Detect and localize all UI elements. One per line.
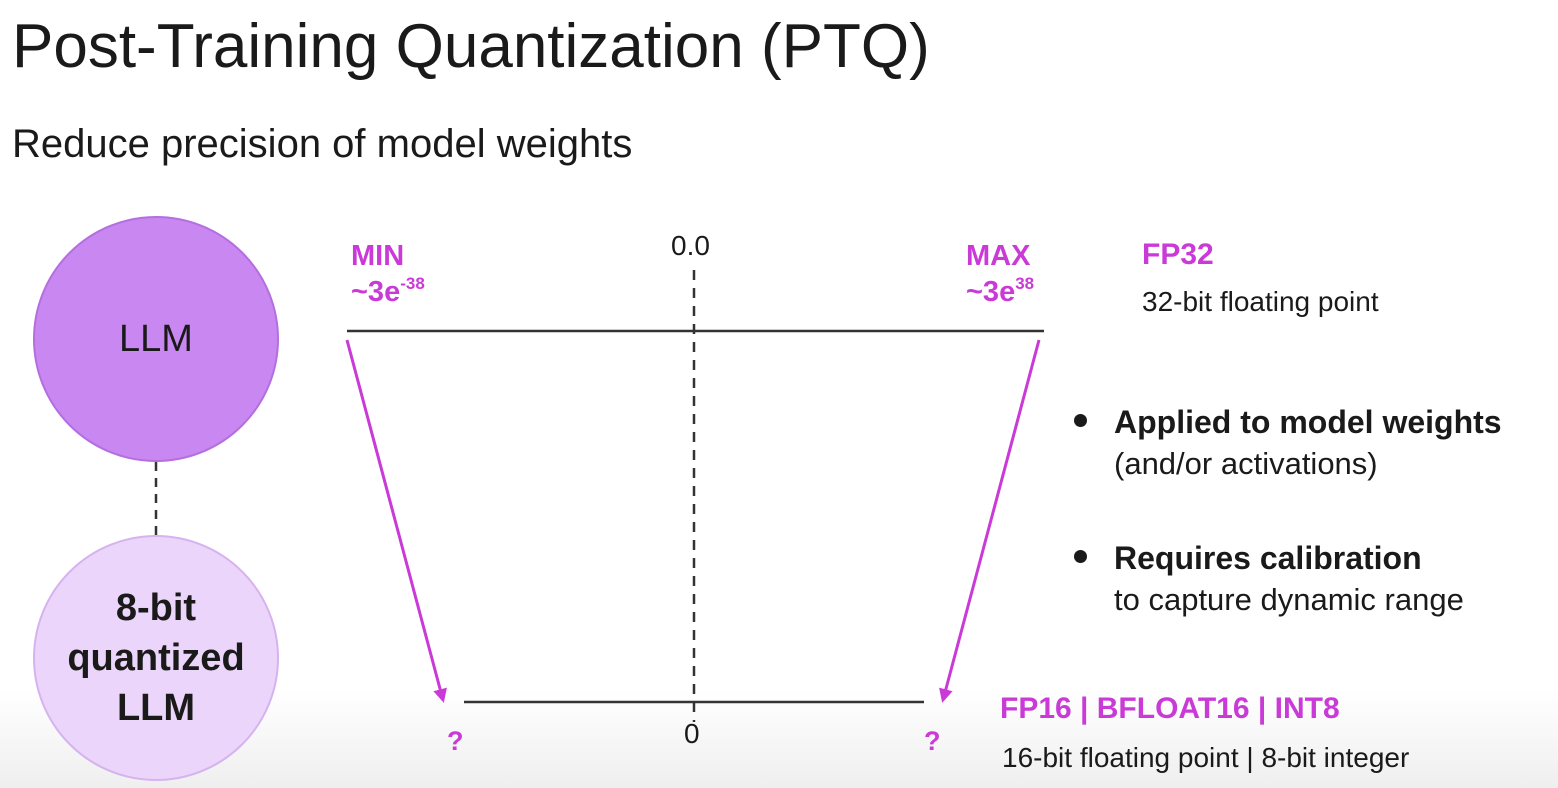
target-zero-label: 0 — [684, 718, 700, 749]
max-value-base: ~3e — [966, 276, 1016, 308]
quantized-llm-circle: 8-bit quantized LLM — [33, 535, 279, 781]
bullet-body: to capture dynamic range — [1114, 582, 1464, 617]
bullet-body: (and/or activations) — [1114, 446, 1378, 481]
slide-title: Post-Training Quantization (PTQ) — [12, 12, 930, 81]
min-value-exp: -38 — [400, 274, 425, 293]
bullet-dot-icon — [1074, 550, 1087, 563]
llm-label: LLM — [119, 317, 193, 360]
min-arrow — [345, 339, 447, 703]
max-label: MAX ~3e38 — [966, 240, 1035, 308]
fp32-title: FP32 — [1142, 238, 1214, 271]
min-label: MIN ~3e-38 — [351, 240, 425, 308]
llm-circle: LLM — [33, 216, 279, 462]
max-value-exp: 38 — [1015, 274, 1035, 293]
bullet-dot-icon — [1074, 414, 1087, 427]
bullet-heading: Applied to model weights — [1114, 404, 1502, 440]
target-format-description: 16-bit floating point | 8-bit integer — [1002, 742, 1410, 773]
quantized-llm-label: 8-bit quantized LLM — [67, 587, 245, 729]
target-format-title: FP16 | BFLOAT16 | INT8 — [1000, 692, 1340, 725]
fp32-description: 32-bit floating point — [1142, 286, 1379, 317]
target-max-label: ? — [924, 726, 941, 756]
bullet-heading: Requires calibration — [1114, 540, 1422, 576]
min-value-base: ~3e — [351, 276, 401, 308]
slide-subtitle: Reduce precision of model weights — [12, 122, 633, 166]
fp32-zero-label: 0.0 — [671, 230, 710, 261]
max-arrow — [939, 339, 1041, 703]
target-min-label: ? — [447, 726, 464, 756]
